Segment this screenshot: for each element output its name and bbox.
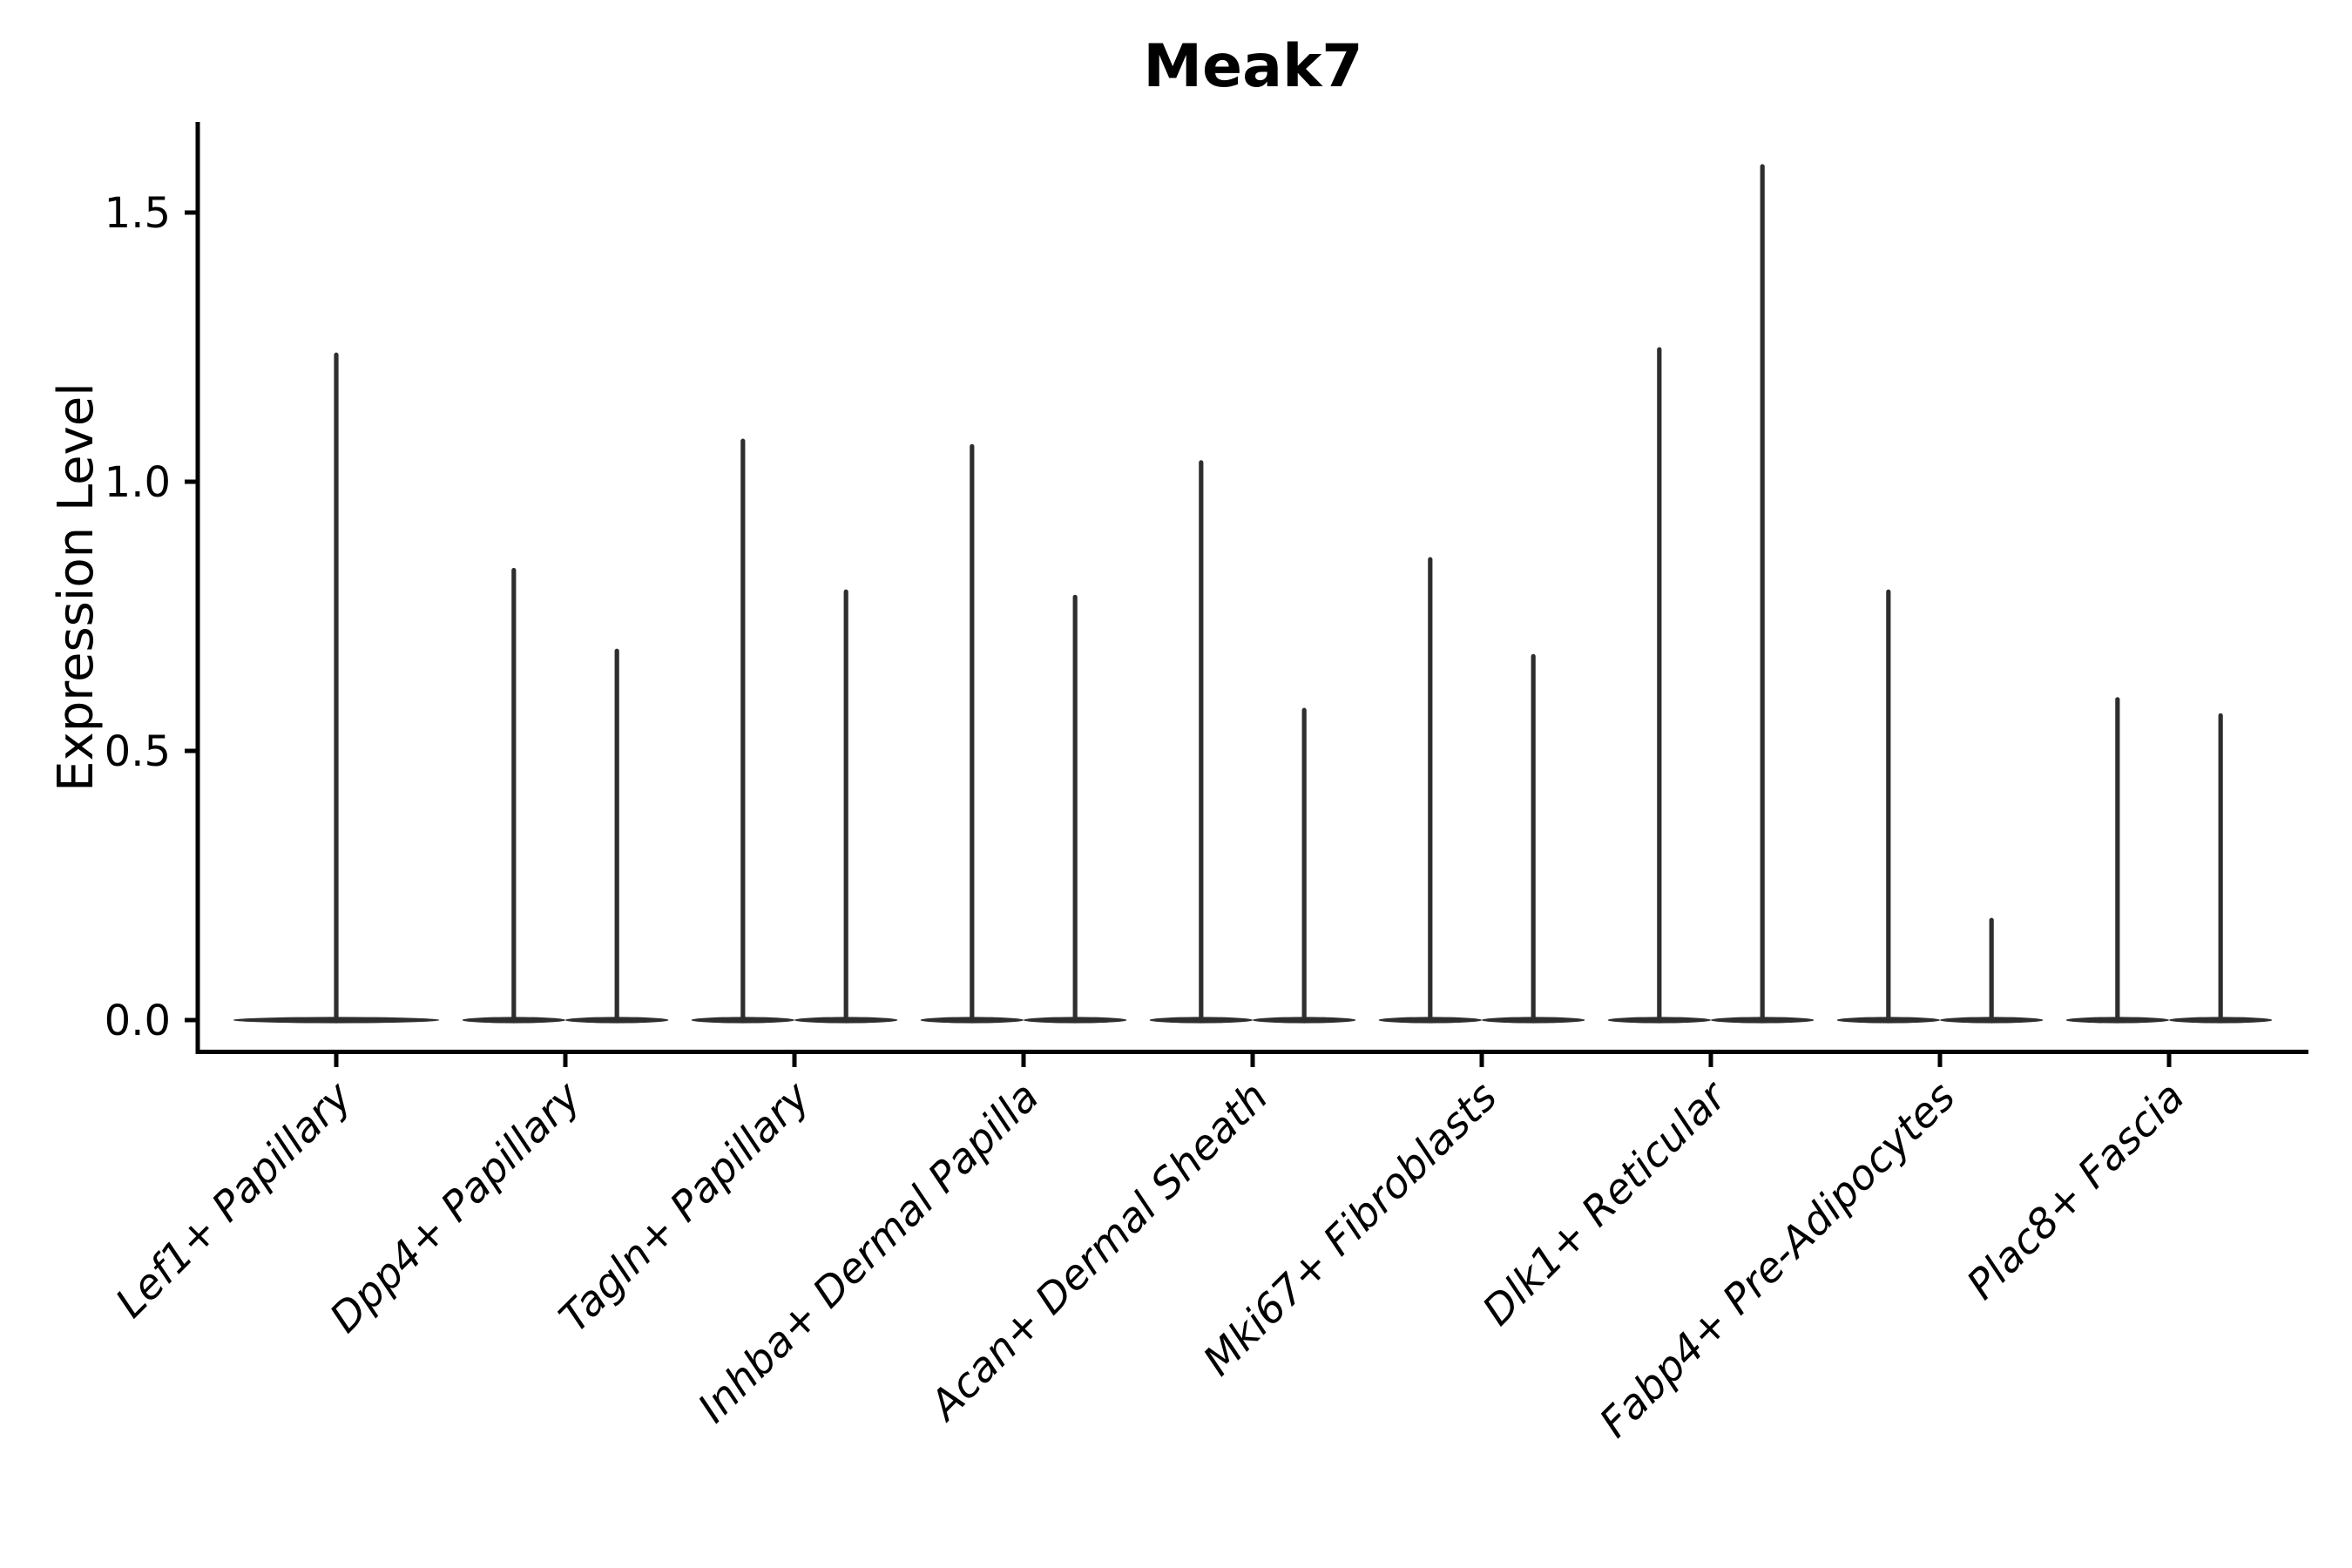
- y-tick-label: 1.0: [105, 458, 171, 507]
- violin-spike: [1886, 589, 1891, 1024]
- violin-spike: [1428, 557, 1433, 1024]
- violin-spike: [1072, 594, 1078, 1024]
- violin-spike: [1199, 460, 1204, 1024]
- violin-spike: [1760, 164, 1765, 1024]
- violin-spike: [1531, 653, 1536, 1024]
- violin-spike: [843, 589, 848, 1024]
- x-tick-label: Dlk1+ Reticular: [1474, 1071, 1738, 1335]
- y-tick-label: 0.5: [105, 727, 171, 776]
- violin-spike: [1301, 707, 1307, 1024]
- y-tick-label: 1.5: [105, 189, 171, 238]
- x-tick-label: Plac8+ Fascia: [1957, 1073, 2193, 1309]
- violin-spike: [2218, 713, 2223, 1024]
- y-tick-label: 0.0: [105, 997, 171, 1045]
- x-tick-label: Dpp4+ Papillary: [321, 1072, 591, 1342]
- plot-title: Meak7: [1143, 32, 1363, 101]
- violin-spike: [614, 648, 619, 1024]
- violin-spike: [1989, 917, 1994, 1024]
- violin-spike: [334, 352, 339, 1024]
- violin-spike: [511, 567, 517, 1024]
- x-tick-label: Tagln+ Papillary: [551, 1072, 821, 1342]
- violin-spike: [2115, 697, 2120, 1024]
- violin-spike: [1657, 347, 1662, 1024]
- violin-spike: [740, 438, 746, 1024]
- x-tick-label: Lef1+ Papillary: [106, 1072, 362, 1328]
- violin-spike: [970, 443, 975, 1024]
